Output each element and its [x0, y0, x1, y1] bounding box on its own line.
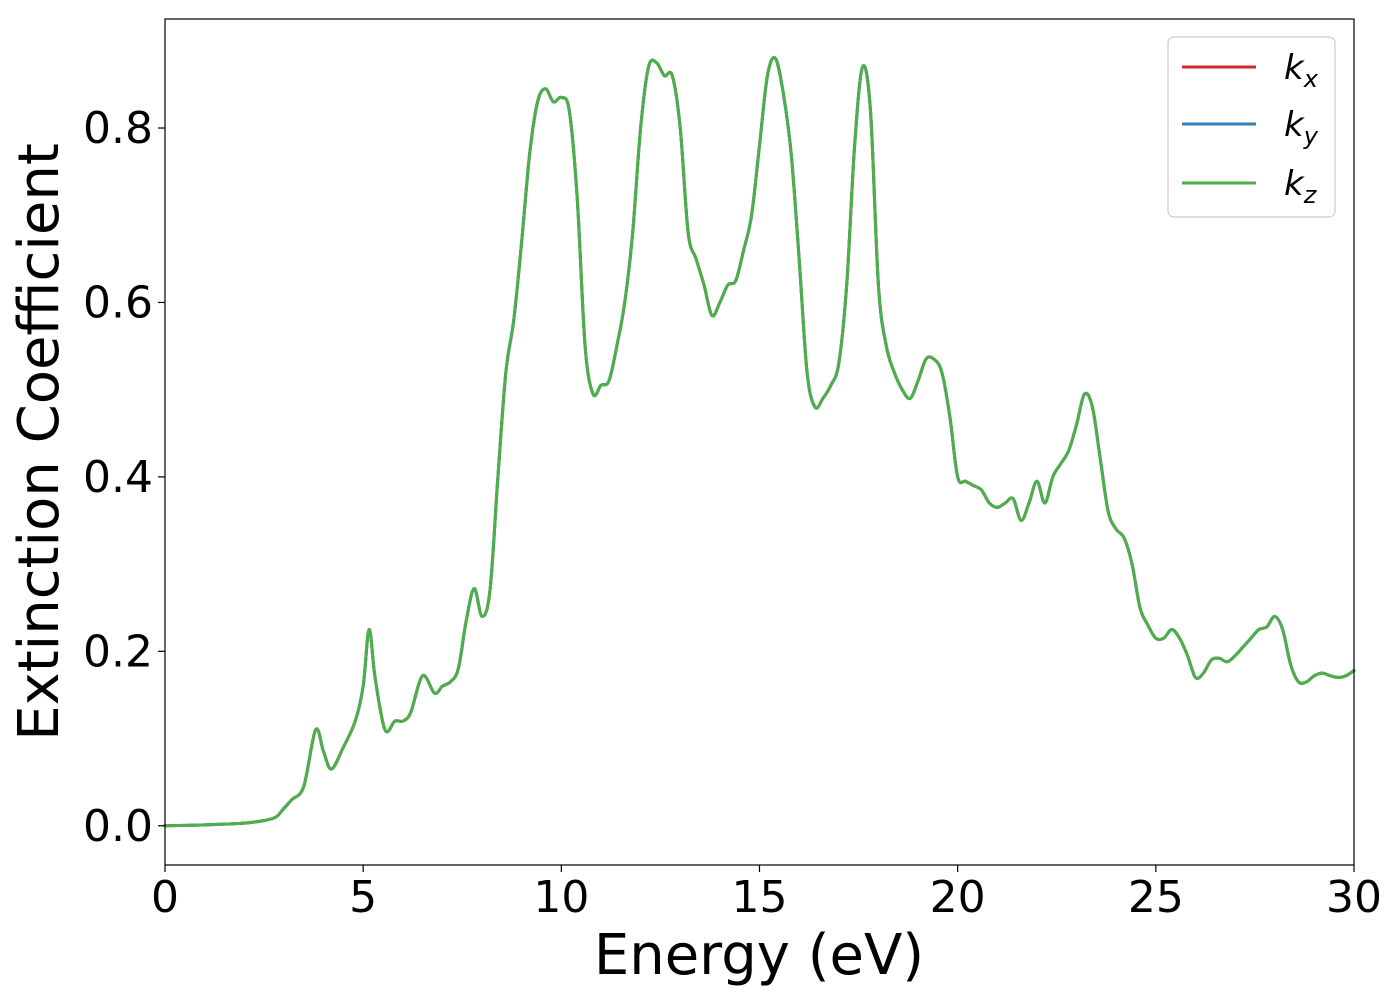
- x-ticks: 0 5 10 15 20 25 30: [151, 865, 1382, 923]
- series-kz-line: [163, 56, 1356, 828]
- y-ticks: 0.0 0.2 0.4 0.6 0.8: [83, 103, 165, 852]
- legend-entry-ky-label: ky: [1284, 105, 1319, 150]
- y-tick-label: 0.0: [83, 801, 153, 852]
- y-axis-label: Extinction Coefficient: [7, 143, 72, 741]
- x-axis-label: Energy (eV): [594, 923, 924, 988]
- legend-items: kx ky kz: [1182, 48, 1319, 209]
- x-tick-label: 10: [533, 872, 589, 923]
- x-tick-label: 5: [349, 872, 377, 923]
- legend: kx ky kz: [1167, 36, 1336, 218]
- x-tick-label: 20: [930, 872, 986, 923]
- series-layer: [163, 56, 1356, 828]
- legend-entry-kz-label: kz: [1284, 164, 1318, 209]
- legend-box: [1167, 36, 1336, 218]
- y-tick-label: 0.6: [83, 277, 153, 328]
- y-tick-label: 0.2: [83, 626, 153, 677]
- x-tick-label: 15: [732, 872, 788, 923]
- y-tick-label: 0.8: [83, 103, 153, 154]
- x-tick-label: 30: [1326, 872, 1382, 923]
- y-tick-label: 0.4: [83, 452, 153, 503]
- legend-entry-kx-label: kx: [1284, 48, 1319, 93]
- x-tick-label: 25: [1128, 872, 1184, 923]
- x-tick-label: 0: [151, 872, 179, 923]
